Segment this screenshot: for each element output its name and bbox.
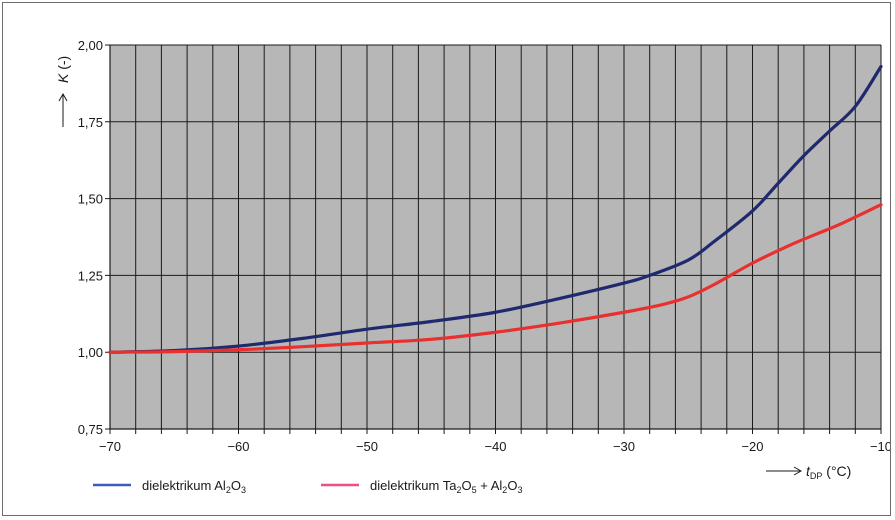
y-tick-label: 1,25 bbox=[78, 268, 103, 283]
plot-grid bbox=[105, 44, 882, 434]
y-axis-label-rest: (-) bbox=[55, 56, 71, 74]
x-axis-label-rest: (°C) bbox=[822, 463, 851, 479]
x-tick-label: −20 bbox=[741, 439, 763, 454]
y-axis-label-italic: K bbox=[55, 73, 71, 83]
y-tick-labels: 0,75 1,00 1,25 1,50 1,75 2,00 bbox=[78, 38, 103, 437]
y-tick-label: 1,75 bbox=[78, 115, 103, 130]
x-tick-label: −30 bbox=[613, 439, 635, 454]
x-axis-label-sub: DP bbox=[810, 471, 823, 481]
y-tick-label: 1,00 bbox=[78, 345, 103, 360]
series-line-al2o3 bbox=[108, 64, 883, 354]
x-axis-arrow-head bbox=[793, 466, 803, 476]
x-tick-label: −60 bbox=[227, 439, 249, 454]
chart-svg: 0,75 1,00 1,25 1,50 1,75 2,00 −70 −60 −50 −40 −30… bbox=[55, 38, 892, 495]
x-tick-label: −10 bbox=[870, 439, 890, 454]
x-tick-label: −40 bbox=[484, 439, 506, 454]
y-tick-label: 2,00 bbox=[78, 38, 103, 53]
legend-entry-ta2o5-al2o3: dielektrikum Ta2O5 + Al2O3 bbox=[321, 478, 522, 495]
y-tick-label: 1,50 bbox=[78, 192, 103, 207]
legend-label-al2o3: dielektrikum Al2O3 bbox=[142, 478, 246, 495]
x-axis-label: tDP (°C) bbox=[766, 463, 851, 481]
y-axis-label-text: K (-) bbox=[55, 56, 71, 83]
x-tick-label: −50 bbox=[356, 439, 378, 454]
y-axis-label: K (-) bbox=[55, 56, 71, 127]
series-line-ta2o5-al2o3 bbox=[108, 203, 883, 354]
series-group bbox=[108, 64, 883, 354]
legend-label-ta2o5-al2o3: dielektrikum Ta2O5 + Al2O3 bbox=[370, 478, 522, 495]
x-axis-label-text: tDP (°C) bbox=[806, 463, 851, 481]
y-tick-label: 0,75 bbox=[78, 422, 103, 437]
y-axis-arrow-head bbox=[58, 92, 68, 102]
x-axis-label-italic: t bbox=[806, 463, 811, 479]
x-tick-label: −70 bbox=[99, 439, 121, 454]
legend-entry-al2o3: dielektrikum Al2O3 bbox=[93, 478, 246, 495]
legend: dielektrikum Al2O3 dielektrikum Ta2O5 + … bbox=[93, 478, 522, 495]
x-tick-labels: −70 −60 −50 −40 −30 −20 −10 bbox=[99, 439, 892, 454]
